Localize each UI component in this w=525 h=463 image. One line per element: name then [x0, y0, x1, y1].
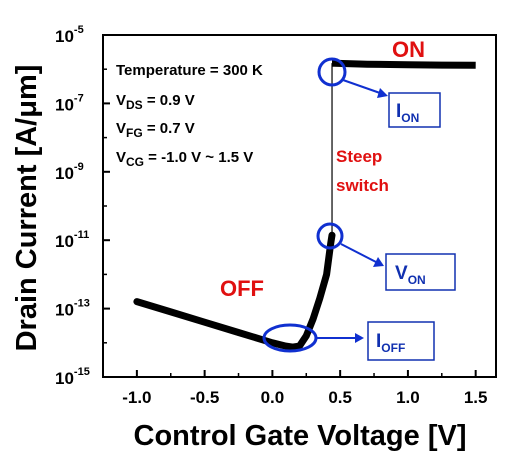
ion-main: I	[396, 101, 401, 122]
ioff-arrow-head	[355, 333, 364, 343]
von-label-box	[385, 253, 456, 291]
ion-marker-circle	[317, 57, 347, 87]
von-callout: VON	[316, 222, 456, 291]
vds-rest: = 0.9 V	[143, 92, 195, 109]
von-sub: ON	[408, 273, 426, 287]
von-label: VON	[395, 263, 426, 287]
on-branch-line	[332, 59, 476, 69]
vds-sub: DS	[126, 98, 143, 112]
off-branch-line	[133, 231, 336, 351]
ion-label-box	[388, 92, 441, 128]
ioff-label: IOFF	[376, 331, 405, 355]
ioff-marker-ellipse	[262, 323, 318, 353]
von-marker-circle	[316, 222, 344, 250]
x-tick-label: 0.5	[328, 388, 352, 407]
ioff-label-box	[367, 321, 435, 361]
von-arrow-head	[373, 257, 384, 267]
condition-vfg: VFG = 0.7 V	[116, 120, 195, 140]
condition-temperature: Temperature = 300 K	[116, 62, 263, 79]
conditions-block: Temperature = 300 K VDS = 0.9 V VFG = 0.…	[116, 62, 263, 169]
ioff-callout: IOFF	[262, 321, 435, 361]
vcg-sub: CG	[126, 155, 144, 169]
ioff-main: I	[376, 331, 381, 352]
ioff-sub: OFF	[381, 341, 405, 355]
x-tick-label: 1.0	[396, 388, 420, 407]
vfg-sub: FG	[126, 126, 143, 140]
x-axis-title: Control Gate Voltage [V]	[134, 420, 467, 452]
ion-callout: ION	[317, 57, 441, 128]
curve-layer	[133, 59, 476, 351]
ion-arrow-line	[342, 79, 381, 94]
vfg-rest: = 0.7 V	[143, 120, 195, 137]
vcg-rest: = -1.0 V ~ 1.5 V	[144, 149, 253, 166]
steep-label-line2: switch	[336, 176, 389, 195]
x-tick-label: 1.5	[464, 388, 488, 407]
x-tick-label: -1.0	[122, 388, 151, 407]
von-main: V	[395, 263, 408, 284]
vfg-main: V	[116, 120, 126, 137]
von-arrow-line	[340, 243, 377, 263]
x-tick-label: -0.5	[190, 388, 219, 407]
on-label: ON	[392, 37, 425, 62]
ion-sub: ON	[401, 111, 419, 125]
off-label: OFF	[220, 276, 264, 301]
plot-frame	[102, 34, 497, 378]
steep-label-line1: Steep	[336, 147, 382, 166]
x-tick-label: 0.0	[261, 388, 285, 407]
condition-vcg: VCG = -1.0 V ~ 1.5 V	[116, 149, 253, 169]
ion-label: ION	[396, 101, 419, 125]
condition-vds: VDS = 0.9 V	[116, 92, 195, 112]
ion-arrow-head	[377, 88, 388, 98]
vds-main: V	[116, 92, 126, 109]
y-axis-title: Drain Current [A/μm]	[11, 65, 43, 352]
vcg-main: V	[116, 149, 126, 166]
